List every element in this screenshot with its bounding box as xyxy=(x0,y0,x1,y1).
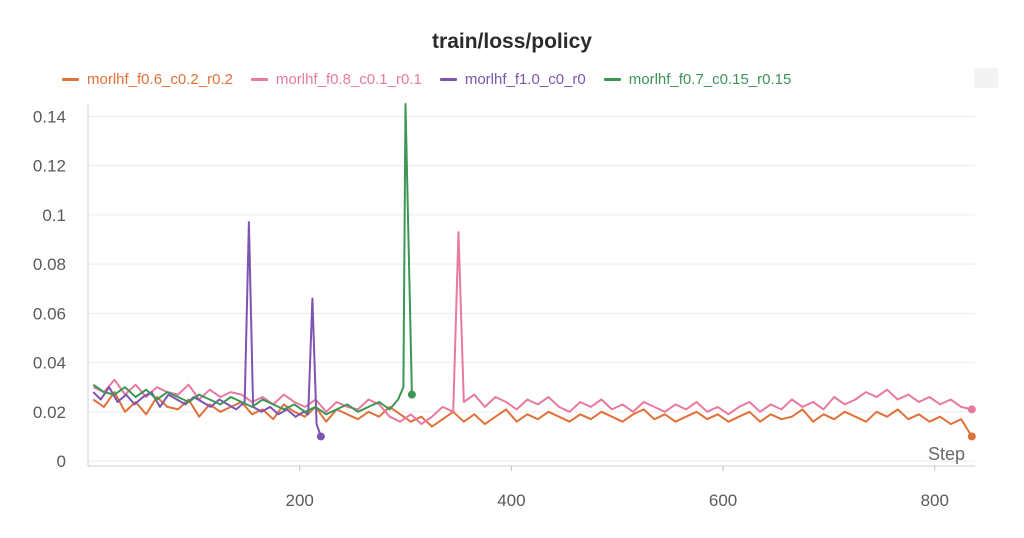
legend-label-1: morlhf_f0.8_c0.1_r0.1 xyxy=(275,70,422,88)
legend-swatch-0 xyxy=(62,77,79,81)
x-tick-label: 200 xyxy=(286,491,314,510)
legend-swatch-2 xyxy=(439,77,457,81)
legend-item-3[interactable]: morlhf_f0.7_c0.15_r0.15 xyxy=(603,70,792,88)
x-tick-label: 600 xyxy=(709,491,737,510)
y-tick-label: 0.14 xyxy=(33,107,66,126)
legend-swatch-1 xyxy=(250,77,268,81)
y-tick-label: 0.02 xyxy=(33,403,66,422)
series-end-point-3 xyxy=(407,390,416,399)
series-end-point-2 xyxy=(316,432,325,441)
series-line-0 xyxy=(92,391,973,437)
series-end-point-0 xyxy=(967,432,976,441)
y-tick-label: 0.1 xyxy=(42,206,66,225)
legend-item-1[interactable]: morlhf_f0.8_c0.1_r0.1 xyxy=(250,70,422,88)
legend-item-2[interactable]: morlhf_f1.0_c0_r0 xyxy=(439,70,586,88)
legend: morlhf_f0.6_c0.2_r0.2 morlhf_f0.8_c0.1_r… xyxy=(62,68,791,90)
series-line-1 xyxy=(92,231,973,426)
series-end-point-1 xyxy=(967,405,976,414)
y-tick-label: 0.06 xyxy=(33,304,66,323)
legend-swatch-3 xyxy=(603,77,621,81)
legend-label-3: morlhf_f0.7_c0.15_r0.15 xyxy=(628,70,792,88)
series-line-3 xyxy=(92,103,413,416)
x-axis-title: Step xyxy=(928,444,965,464)
y-tick-label: 0.08 xyxy=(33,255,66,274)
legend-item-0[interactable]: morlhf_f0.6_c0.2_r0.2 xyxy=(62,71,233,88)
legend-scroll-button[interactable] xyxy=(974,68,998,88)
legend-label-0: morlhf_f0.6_c0.2_r0.2 xyxy=(87,70,233,88)
y-tick-label: 0.04 xyxy=(33,354,66,373)
x-tick-label: 800 xyxy=(921,491,949,510)
y-tick-label: 0 xyxy=(57,452,66,471)
x-tick-label: 400 xyxy=(497,491,525,510)
y-tick-label: 0.12 xyxy=(33,157,66,176)
series-line-2 xyxy=(92,221,322,437)
chart-title: train/loss/policy xyxy=(432,30,592,53)
legend-label-2: morlhf_f1.0_c0_r0 xyxy=(464,70,586,88)
